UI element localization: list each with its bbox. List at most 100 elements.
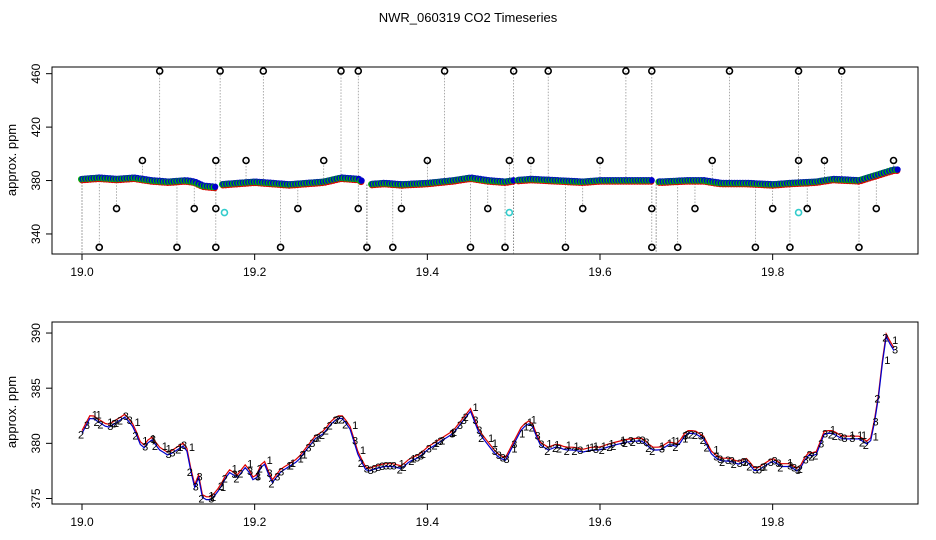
marker-2: 2 <box>198 493 204 505</box>
marker-2: 2 <box>797 464 803 476</box>
marker-2: 2 <box>323 425 329 437</box>
marker-3: 3 <box>775 458 781 470</box>
outlier-point <box>786 243 794 252</box>
marker-3: 3 <box>795 465 801 477</box>
marker-3: 3 <box>698 430 704 442</box>
marker-3: 3 <box>379 461 385 473</box>
outlier-point <box>259 67 268 75</box>
marker-1: 1 <box>286 461 292 473</box>
marker-3: 3 <box>414 453 420 465</box>
outlier-point <box>216 67 224 75</box>
outlier-point <box>837 67 846 75</box>
marker-3: 3 <box>535 431 541 443</box>
marker-1: 1 <box>892 335 898 347</box>
marker-1: 1 <box>473 402 479 414</box>
marker-2: 2 <box>78 429 84 441</box>
marker-1: 1 <box>659 441 665 453</box>
marker-3: 3 <box>717 454 723 466</box>
marker-1: 1 <box>434 438 440 450</box>
top-y-axis-label: approx. ppm <box>4 124 19 196</box>
marker-1: 1 <box>107 417 113 429</box>
figure-title: NWR_060319 CO2 Timeseries <box>379 10 558 25</box>
outlier-point <box>691 204 699 213</box>
outlier-point <box>708 156 717 165</box>
marker-2: 2 <box>622 438 628 450</box>
marker-1: 1 <box>554 439 560 451</box>
marker-2: 2 <box>400 462 406 474</box>
marker-3: 3 <box>197 471 203 483</box>
outlier-point <box>509 67 518 75</box>
marker-2: 2 <box>358 458 364 470</box>
outlier-point <box>501 243 509 252</box>
outlier-point <box>294 204 302 213</box>
marker-3: 3 <box>169 447 175 459</box>
marker-3: 3 <box>725 455 731 467</box>
top-plot-area <box>78 67 901 254</box>
marker-2: 2 <box>599 445 605 457</box>
marker-1: 1 <box>873 431 879 443</box>
outlier-point <box>872 204 881 213</box>
marker-3: 3 <box>892 345 898 357</box>
marker-1: 1 <box>511 444 517 456</box>
outlier-point <box>466 243 475 252</box>
outlier-point <box>794 67 803 75</box>
top-y-tick-label: 380 <box>29 170 43 190</box>
outlier-point <box>190 204 199 213</box>
outlier-point <box>544 67 553 75</box>
outlier-point <box>483 204 492 213</box>
marker-2: 2 <box>478 433 484 445</box>
marker-3: 3 <box>818 438 824 450</box>
outlier-point <box>423 156 432 165</box>
marker-2: 2 <box>97 420 103 432</box>
marker-3: 3 <box>756 464 762 476</box>
outlier-point <box>319 156 328 165</box>
outlier-point <box>855 243 863 252</box>
marker-1: 1 <box>232 463 238 475</box>
marker-3: 3 <box>274 471 280 483</box>
marker-2: 2 <box>630 437 636 449</box>
marker-3: 3 <box>278 466 284 478</box>
marker-3: 3 <box>150 434 156 446</box>
outlier-point <box>388 243 397 252</box>
marker-1: 1 <box>360 445 366 457</box>
marker-2: 2 <box>439 436 445 448</box>
marker-3: 3 <box>371 463 377 475</box>
cyan-point <box>220 208 229 217</box>
bottom-x-tick-label: 19.8 <box>761 515 785 529</box>
outlier-point <box>155 67 164 75</box>
marker-1: 1 <box>574 441 580 453</box>
marker-1: 1 <box>671 436 677 448</box>
marker-2: 2 <box>268 478 274 490</box>
marker-1: 1 <box>449 428 455 440</box>
marker-1: 1 <box>849 430 855 442</box>
outlier-point <box>212 156 220 165</box>
marker-1: 1 <box>247 458 253 470</box>
marker-2: 2 <box>342 419 348 431</box>
marker-3: 3 <box>849 433 855 445</box>
marker-3: 3 <box>387 460 393 472</box>
marker-3: 3 <box>841 433 847 445</box>
marker-3: 3 <box>127 415 133 427</box>
bottom-x-tick-label: 19.0 <box>70 515 94 529</box>
marker-2: 2 <box>237 468 243 480</box>
bottom-y-tick-label: 380 <box>29 433 43 453</box>
marker-2: 2 <box>552 443 558 455</box>
marker-2: 2 <box>210 492 216 504</box>
bottom-y-axis-label: approx. ppm <box>4 376 19 448</box>
outlier-point <box>242 156 250 165</box>
marker-1: 1 <box>585 443 591 455</box>
marker-2: 2 <box>564 446 570 458</box>
outlier-point <box>173 243 181 252</box>
marker-3: 3 <box>333 415 339 427</box>
marker-2: 2 <box>812 450 818 462</box>
marker-3: 3 <box>391 460 397 472</box>
outlier-point <box>95 243 104 252</box>
marker-3: 3 <box>383 460 389 472</box>
marker-2: 2 <box>703 442 709 454</box>
marker-3: 3 <box>461 415 467 427</box>
marker-3: 3 <box>367 465 373 477</box>
marker-1: 1 <box>884 355 890 367</box>
marker-1: 1 <box>92 409 98 421</box>
marker-1: 1 <box>546 438 552 450</box>
marker-1: 1 <box>267 455 273 467</box>
